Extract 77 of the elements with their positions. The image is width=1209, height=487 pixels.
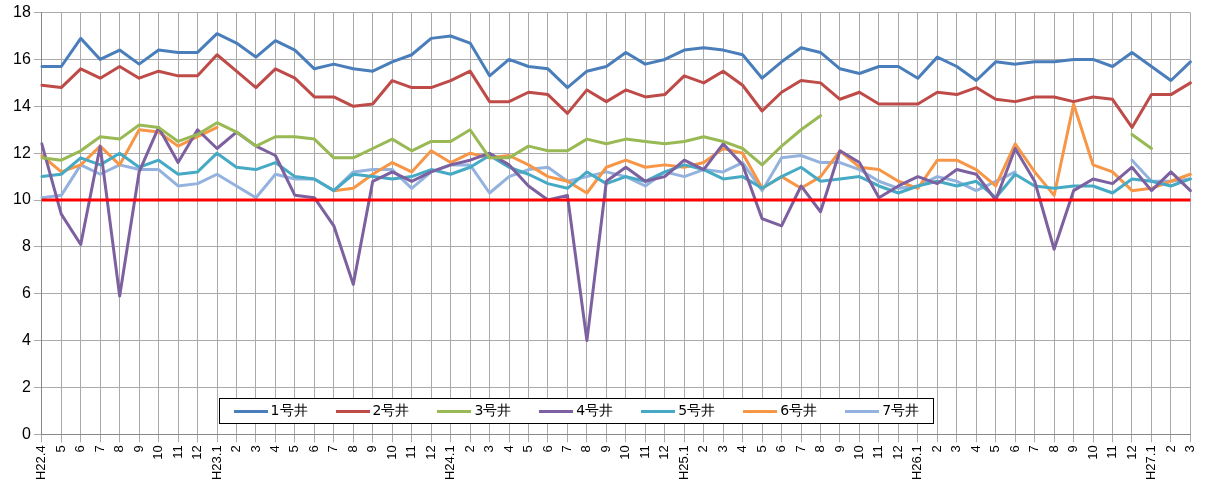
x-tick-label: 2: [928, 445, 944, 453]
x-tick-label: 7: [325, 445, 341, 453]
x-tick-label: 3: [1181, 445, 1197, 453]
legend-label: 1号井: [270, 402, 308, 421]
x-tick-label: 3: [481, 445, 497, 453]
x-tick-label: 9: [364, 445, 380, 453]
x-tick-label: 6: [539, 445, 555, 453]
x-tick-label: 10: [617, 445, 633, 460]
x-tick-label: 12: [656, 445, 672, 460]
legend-label: 4号井: [576, 402, 614, 421]
x-tick-label: 2: [1162, 445, 1178, 453]
y-tick-label: 16: [13, 49, 31, 67]
x-tick-label: 8: [578, 445, 594, 453]
x-tick-label: 12: [1123, 445, 1139, 460]
x-tick-label: 9: [597, 445, 613, 453]
y-tick-label: 14: [13, 96, 31, 114]
x-tick-label: 7: [559, 445, 575, 453]
x-tick-label: 9: [831, 445, 847, 453]
x-tick-label: H23.1: [208, 445, 224, 481]
x-tick-label: 5: [520, 445, 536, 453]
x-tick-label: H26.1: [909, 445, 925, 481]
x-tick-label: 6: [72, 445, 88, 453]
legend-label: 6号井: [780, 402, 818, 421]
x-tick-label: 11: [1104, 445, 1120, 459]
x-tick-label: 9: [130, 445, 146, 453]
legend-label: 7号井: [882, 402, 920, 421]
x-tick-label: 2: [228, 445, 244, 453]
y-tick-label: 10: [13, 190, 31, 208]
x-tick-label: H25.1: [675, 445, 691, 481]
y-tick-label: 4: [21, 331, 31, 348]
x-tick-label: 4: [500, 445, 516, 453]
y-tick-label: 18: [13, 3, 31, 21]
y-tick-label: 6: [21, 284, 31, 302]
x-tick-label: H24.1: [442, 445, 458, 481]
x-tick-label: 10: [150, 445, 166, 460]
x-tick-label: 3: [948, 445, 964, 453]
x-tick-label: 10: [851, 445, 867, 460]
x-tick-label: 10: [383, 445, 399, 460]
y-tick-label: 2: [21, 377, 31, 395]
x-tick-label: 12: [889, 445, 905, 460]
x-tick-label: 8: [344, 445, 360, 453]
x-tick-label: 9: [1065, 445, 1081, 453]
x-tick-label: H22.4: [33, 445, 49, 481]
x-tick-label: 3: [714, 445, 730, 453]
x-tick-label: 8: [1045, 445, 1061, 453]
legend-label: 3号井: [474, 402, 512, 421]
legend-label: 2号井: [372, 402, 410, 421]
y-tick-label: 8: [21, 237, 31, 255]
y-tick-label: 12: [13, 143, 31, 161]
x-tick-label: 4: [967, 445, 983, 453]
x-tick-label: 11: [403, 445, 419, 459]
x-tick-label: 12: [189, 445, 205, 460]
x-tick-label: 10: [1084, 445, 1100, 460]
x-tick-label: 8: [812, 445, 828, 453]
x-tick-label: 4: [734, 445, 750, 453]
x-tick-label: 7: [1026, 445, 1042, 453]
x-tick-label: 2: [461, 445, 477, 453]
y-tick-label: 0: [21, 424, 31, 442]
x-tick-label: 6: [1006, 445, 1022, 453]
x-tick-label: 11: [870, 445, 886, 459]
x-tick-label: 8: [111, 445, 127, 453]
x-tick-label: 4: [266, 445, 282, 453]
x-tick-label: 7: [91, 445, 107, 453]
x-tick-label: 5: [52, 445, 68, 453]
x-tick-label: H27.1: [1143, 445, 1159, 481]
x-tick-label: 5: [987, 445, 1003, 453]
legend-label: 5号井: [678, 402, 716, 421]
x-tick-label: 11: [636, 445, 652, 459]
x-tick-label: 6: [773, 445, 789, 453]
x-tick-label: 11: [169, 445, 185, 459]
x-tick-label: 3: [247, 445, 263, 453]
x-tick-label: 2: [695, 445, 711, 453]
x-tick-label: 6: [305, 445, 321, 453]
x-tick-label: 5: [286, 445, 302, 453]
x-tick-label: 12: [422, 445, 438, 460]
x-tick-label: 7: [792, 445, 808, 453]
x-tick-label: 5: [753, 445, 769, 453]
